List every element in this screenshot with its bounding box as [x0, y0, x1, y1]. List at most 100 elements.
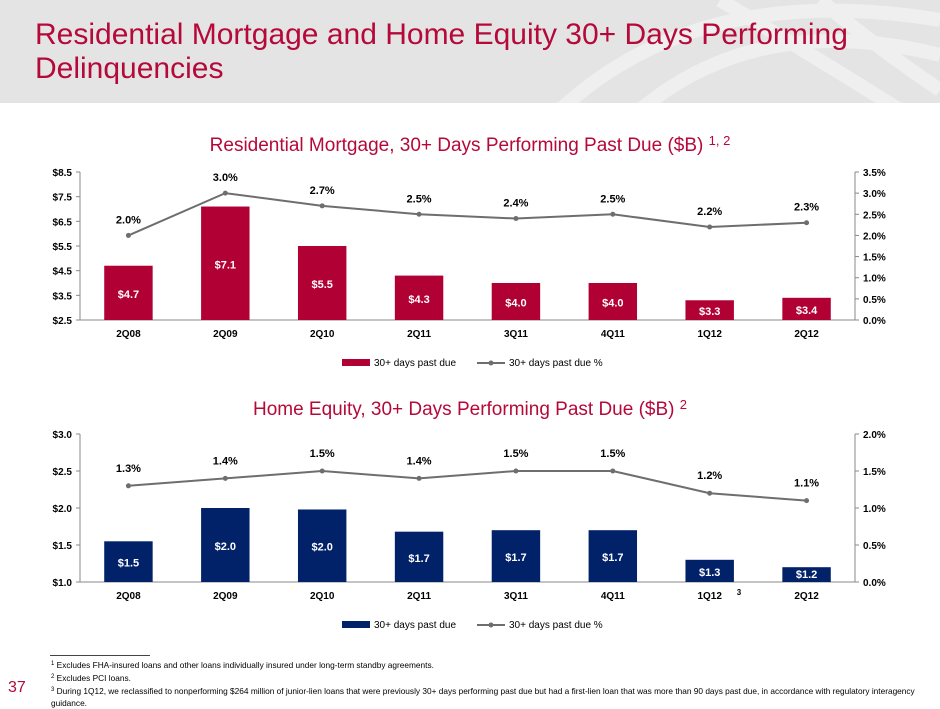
header-banner: Residential Mortgage and Home Equity 30+… [0, 0, 940, 103]
pct-line [128, 469, 807, 502]
category-label: 4Q11 [601, 329, 625, 340]
mortgage-chart: $2.5 $3.5 $4.5 $5.5 $6.5 $7.5 $8.5 0.0% 0.5% 1.0%… [53, 168, 886, 369]
legend-bar-swatch [342, 359, 370, 366]
left-tick-label: $4.5 [53, 267, 73, 278]
bar [491, 530, 541, 582]
left-tick-label: $1.0 [53, 578, 73, 589]
bar-label: $4.3 [408, 294, 429, 306]
chart-title-mortgage: Residential Mortgage, 30+ Days Performin… [0, 133, 940, 157]
pct-point [319, 468, 325, 474]
footnote-text: Excludes PCI loans. [56, 673, 131, 683]
bar-label: $7.1 [215, 259, 236, 271]
footnotes: 1 Excludes FHA-insured loans and other l… [51, 658, 921, 709]
left-tick-label: $3.5 [53, 291, 73, 302]
legend-line-marker [488, 622, 494, 628]
bar-label: $1.2 [796, 569, 817, 581]
bar [104, 265, 153, 320]
category-label: 1Q12 [697, 591, 722, 602]
bar [394, 531, 444, 582]
legend-bar-label: 30+ days past due [374, 620, 456, 631]
pct-label: 1.4% [407, 455, 432, 467]
bar [588, 530, 638, 582]
left-tick-label: $3.0 [53, 430, 73, 441]
category-label: 2Q09 [213, 329, 238, 340]
pct-label: 1.1% [794, 478, 819, 490]
left-tick-label: $2.5 [53, 467, 73, 478]
right-tick-label: 3.5% [863, 168, 886, 179]
legend-bar-swatch [342, 621, 370, 628]
chart-title-home-equity: Home Equity, 30+ Days Performing Past Du… [0, 397, 940, 421]
left-tick-label: $1.5 [53, 541, 73, 552]
bar [201, 508, 250, 582]
right-tick-label: 2.5% [863, 210, 886, 221]
left-tick-label: $8.5 [53, 168, 73, 179]
chart-title-text: Residential Mortgage, 30+ Days Performin… [209, 135, 704, 156]
title-superscript: 1, 2 [708, 133, 731, 148]
bar [685, 559, 734, 582]
right-tick-label: 0.5% [863, 541, 886, 552]
bar-label: $4.0 [505, 298, 526, 310]
right-tick-label: 0.0% [863, 578, 886, 589]
pct-point [610, 468, 616, 474]
bar-label: $1.7 [602, 552, 623, 564]
legend-line-label: 30+ days past due % [509, 620, 603, 631]
bar-label: $1.5 [118, 558, 139, 570]
right-tick-label: 1.5% [863, 253, 886, 264]
bar-label: $3.3 [699, 306, 720, 318]
right-tick-label: 2.0% [863, 231, 886, 242]
category-label: 2Q08 [116, 591, 141, 602]
bar [394, 275, 444, 320]
bar [201, 206, 250, 320]
bar-label: $1.7 [505, 552, 526, 564]
right-tick-label: 2.0% [863, 430, 886, 441]
bar-label: $2.0 [215, 541, 236, 553]
pct-point [222, 475, 228, 481]
pct-label: 2.3% [794, 202, 819, 214]
right-tick-label: 1.0% [863, 504, 886, 515]
pct-label: 2.2% [697, 206, 722, 218]
right-tick-label: 0.0% [863, 316, 886, 327]
category-label: 2Q08 [116, 329, 141, 340]
footnote-text: Excludes FHA-insured loans and other loa… [56, 660, 434, 670]
category-label: 3Q11 [504, 591, 528, 602]
pct-label: 1.5% [503, 448, 528, 460]
pct-label: 1.5% [600, 448, 625, 460]
home-equity-chart: $1.0 $1.5 $2.0 $2.5 $3.0 0.0% 0.5% 1.0% 1.5% 2.0%… [53, 430, 886, 631]
decorative-arcs [557, 0, 940, 103]
legend-line-label: 30+ days past due % [509, 358, 603, 369]
category-label: 2Q09 [213, 591, 238, 602]
bar [782, 567, 831, 582]
title-superscript: 2 [679, 397, 688, 412]
category-label: 2Q11 [407, 329, 431, 340]
pct-point [222, 190, 228, 196]
right-tick-label: 1.0% [863, 274, 886, 285]
pct-label: 1.2% [697, 470, 722, 482]
footnote-mark: 1 [51, 661, 55, 667]
right-tick-label: 3.0% [863, 189, 886, 200]
category-label: 3Q11 [504, 329, 528, 340]
bar-label: $5.5 [311, 279, 332, 291]
bar [104, 541, 153, 582]
bar-label: $4.0 [602, 298, 623, 310]
category-label: 2Q12 [794, 329, 819, 340]
pct-point [804, 220, 810, 226]
pct-point [416, 475, 422, 481]
pct-label: 1.5% [310, 448, 335, 460]
pct-line [128, 192, 807, 237]
bar-label: $4.7 [118, 289, 139, 301]
bar-label: $3.4 [796, 305, 818, 317]
pct-label: 2.4% [503, 198, 528, 210]
pct-label: 2.7% [310, 185, 335, 197]
footnote-divider [50, 655, 150, 656]
footnote-3: 3 During 1Q12, we reclassified to nonper… [51, 684, 921, 709]
pct-point [707, 490, 713, 496]
chart-title-text: Home Equity, 30+ Days Performing Past Du… [252, 399, 675, 420]
footnote-2: 2 Excludes PCI loans. [51, 671, 921, 684]
category-label: 2Q11 [407, 591, 431, 602]
pct-point [513, 468, 519, 474]
right-tick-label: 0.5% [863, 295, 886, 306]
bar [782, 297, 831, 320]
pct-point [513, 216, 519, 222]
pct-label: 3.0% [213, 172, 238, 184]
pct-point [125, 232, 131, 238]
